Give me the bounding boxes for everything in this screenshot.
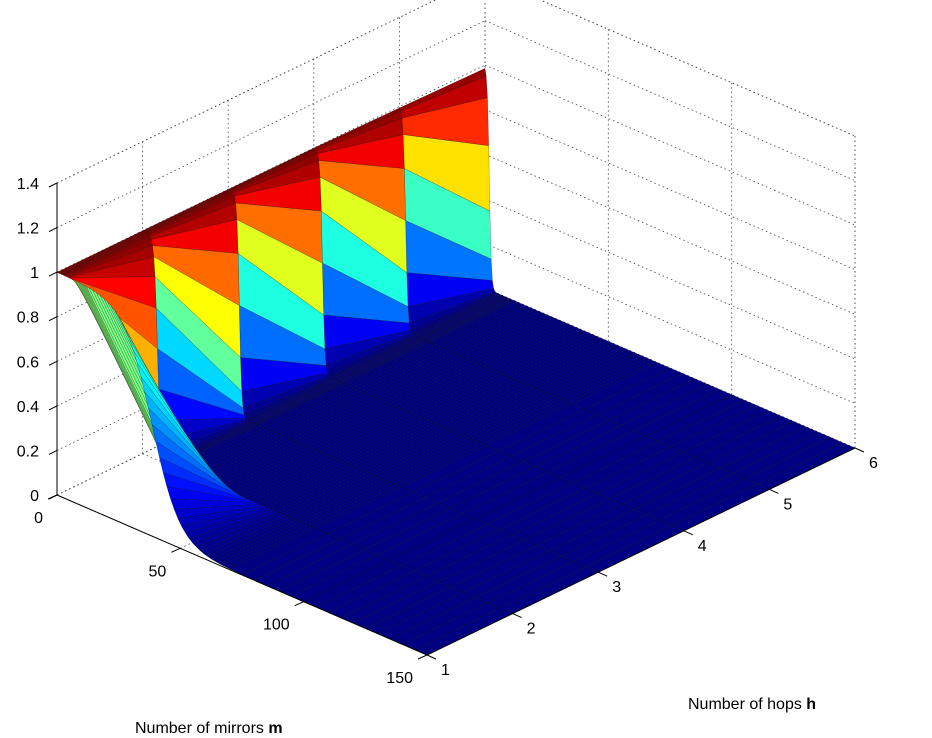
z-tick-mark	[48, 449, 58, 455]
h-tick-label: 3	[612, 579, 621, 596]
z-tick-label: 1.4	[17, 176, 39, 193]
grid-line-z-back-wall	[484, 109, 856, 271]
z-tick-label: 0.2	[17, 443, 39, 460]
box-edge	[539, 0, 856, 137]
h-tick-mark	[426, 654, 437, 660]
m-tick-label: 50	[149, 563, 167, 580]
z-tick-label: 1.2	[17, 221, 39, 238]
z-tick-label: 0.4	[17, 399, 39, 416]
h-tick-label: 2	[527, 621, 536, 638]
grid-line-z-back-wall	[539, 0, 856, 137]
h-tick-mark	[512, 613, 522, 619]
grid-line-z-left-wall	[56, 20, 486, 228]
grid-line-z-back-wall	[484, 64, 856, 226]
grid-line-z-left-wall	[56, 64, 486, 273]
z-tick-label: 0	[30, 488, 39, 505]
h-tick-label: 1	[441, 662, 450, 679]
z-tick-mark	[48, 182, 58, 188]
z-tick-mark	[48, 405, 58, 411]
grid-line-z-left-wall	[56, 0, 437, 184]
z-tick-mark	[48, 360, 58, 366]
h-tick-mark	[597, 571, 608, 577]
z-tick-label: 1	[30, 265, 39, 282]
m-tick-mark	[294, 601, 304, 607]
z-tick-mark	[48, 316, 58, 322]
m-tick-mark	[171, 547, 181, 553]
h-tick-mark	[683, 530, 694, 536]
z-tick-label: 0.6	[17, 354, 39, 371]
h-tick-label: 6	[869, 455, 878, 472]
tick-layer: 0 0.2 0.4 0.6 0.8 1 1.2 1.4 0 50 100 150 1 2 3 4 5 6	[17, 176, 878, 687]
grid-line-z-back-wall	[484, 153, 856, 315]
grid-line-z-back-wall	[484, 20, 856, 181]
m-tick-mark	[47, 494, 58, 500]
h-axis-line	[426, 447, 856, 656]
m-tick-label: 100	[263, 617, 290, 634]
z-tick-mark	[48, 227, 58, 233]
h-tick-label: 4	[698, 538, 707, 555]
z-tick-mark	[48, 271, 58, 277]
x-axis-label: Number of mirrors m	[135, 720, 283, 737]
z-tick-label: 0.8	[17, 310, 39, 327]
m-tick-label: 150	[386, 670, 413, 687]
m-tick-label: 0	[34, 510, 43, 527]
h-tick-mark	[854, 447, 865, 453]
m-axis-line	[56, 494, 428, 656]
h-tick-label: 5	[783, 496, 792, 513]
h-tick-mark	[769, 488, 779, 494]
axis-layer	[47, 182, 865, 660]
y-axis-label: Number of hops h	[688, 696, 816, 713]
m-tick-mark	[417, 654, 428, 660]
surface-layer	[56, 68, 856, 656]
